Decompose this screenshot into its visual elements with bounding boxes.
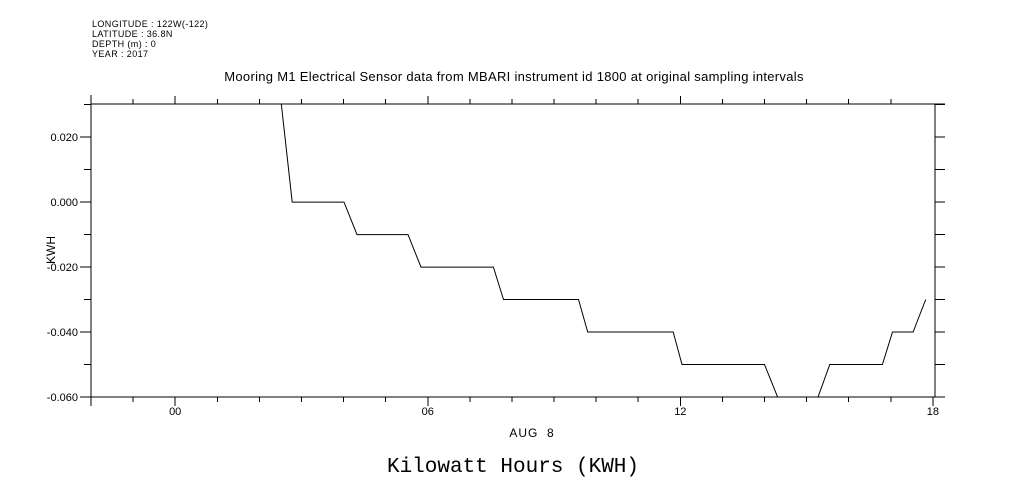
y-tick-label: 0.020: [50, 132, 78, 144]
x-tick-label: 06: [422, 406, 434, 418]
data-series-layer: [280, 103, 927, 398]
metadata-block: LONGITUDE : 122W(-122) LATITUDE : 36.8N …: [92, 19, 208, 59]
y-tick-label: -0.020: [47, 262, 78, 274]
y-tick-label: -0.060: [47, 392, 78, 404]
metadata-year: YEAR : 2017: [92, 49, 148, 59]
plot-title: Mooring M1 Electrical Sensor data from M…: [224, 69, 804, 84]
y-axis-label: KWH: [44, 236, 58, 264]
plot-frame: [90, 95, 945, 406]
y-tick-label: -0.040: [47, 327, 78, 339]
x-tick-label: 18: [927, 406, 939, 418]
figure-caption: Kilowatt Hours (KWH): [387, 456, 639, 479]
tick-marks-layer: [80, 96, 945, 406]
x-tick-label: 12: [674, 406, 686, 418]
kwh-data-line: [280, 103, 927, 398]
metadata-longitude: LONGITUDE : 122W(-122): [92, 19, 208, 29]
tick-labels-layer: 00 06 12 18 0.020 0.000 -0.020 -0.040 -0.060: [47, 132, 939, 418]
x-axis-date-label: AUG 8: [509, 426, 554, 440]
metadata-latitude: LATITUDE : 36.8N: [92, 29, 173, 39]
metadata-depth: DEPTH (m) : 0: [92, 39, 156, 49]
x-tick-label: 00: [169, 406, 181, 418]
y-tick-label: 0.000: [50, 197, 78, 209]
